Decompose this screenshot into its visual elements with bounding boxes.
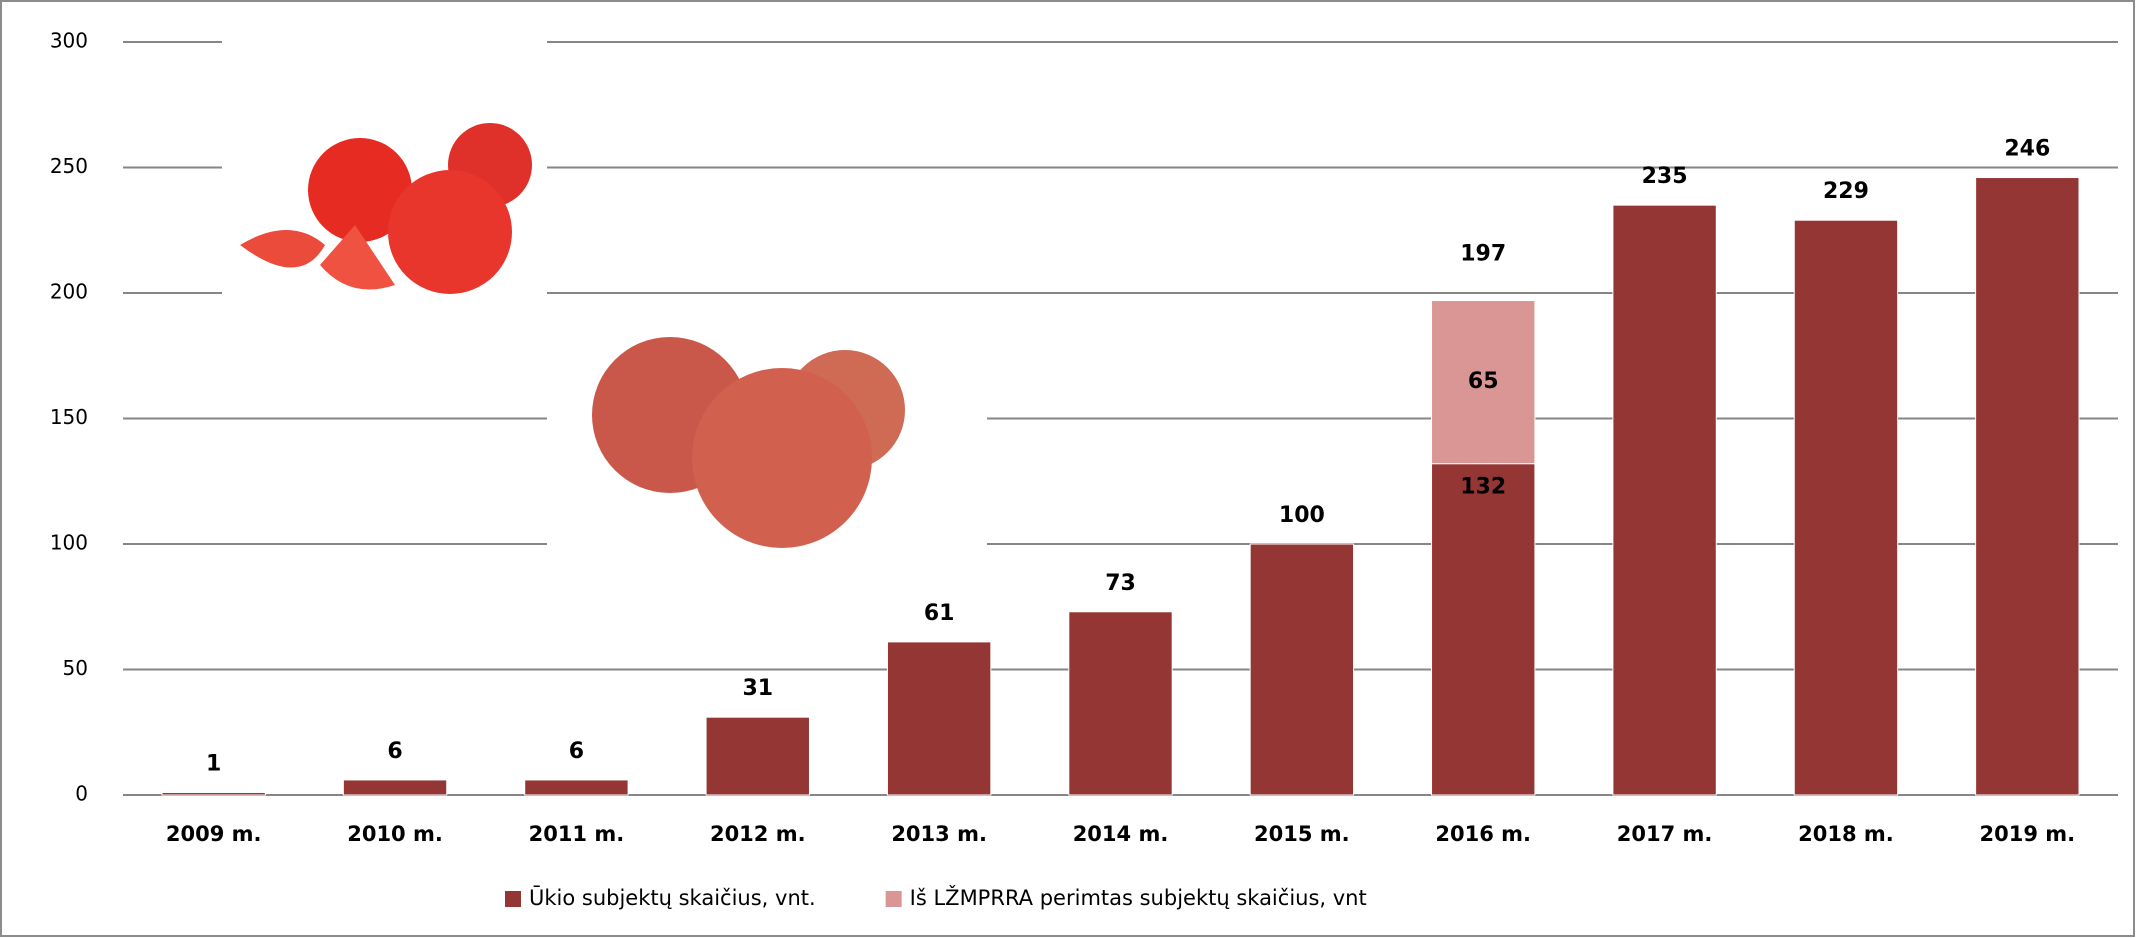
- y-tick-label: 200: [50, 280, 88, 304]
- y-tick-label: 0: [75, 782, 88, 806]
- y-tick-label: 150: [50, 405, 88, 429]
- x-tick-label: 2014 m.: [1073, 822, 1169, 846]
- x-tick-label: 2012 m.: [710, 822, 806, 846]
- bar-segment: [886, 641, 992, 796]
- data-label: 6: [569, 739, 584, 764]
- bar-segment: [1249, 543, 1355, 796]
- data-label: 1: [206, 751, 221, 776]
- legend-label: Ūkio subjektų skaičius, vnt.: [529, 885, 816, 910]
- data-label: 61: [924, 601, 955, 626]
- data-label: 31: [742, 676, 773, 701]
- bar-segment: [1068, 611, 1173, 796]
- bar-segment: [342, 779, 448, 796]
- data-label: 100: [1279, 503, 1325, 528]
- bar-segment: [161, 791, 266, 796]
- x-tick-label: 2011 m.: [529, 822, 625, 846]
- x-tick-label: 2013 m.: [891, 822, 987, 846]
- data-label: 246: [2004, 137, 2050, 162]
- total-label: 197: [1460, 242, 1506, 267]
- data-label: 6: [387, 739, 402, 764]
- legend-swatch: [885, 891, 902, 907]
- legend-label: Iš LŽMPRRA perimtas subjektų skaičius, v…: [910, 885, 1367, 910]
- bar-segment: [1793, 219, 1899, 796]
- decoration: [222, 40, 987, 570]
- tomato-slice: [320, 225, 395, 290]
- data-label: 235: [1642, 164, 1688, 189]
- data-label: 132: [1460, 475, 1506, 500]
- bar-segment: [1431, 300, 1536, 465]
- data-label: 229: [1823, 179, 1869, 204]
- x-tick-label: 2009 m.: [166, 822, 262, 846]
- x-tick-label: 2016 m.: [1435, 822, 1531, 846]
- x-tick-label: 2018 m.: [1798, 822, 1894, 846]
- marks: 2009 m. 1 2010 m. 6 2011 m. 6 2012 m. 31 2013 m.…: [161, 137, 2080, 910]
- y-tick-label: 100: [50, 531, 88, 555]
- bar-segment: [705, 716, 810, 796]
- bar-segment: [524, 779, 629, 796]
- y-tick-label: 300: [50, 29, 88, 53]
- x-tick-label: 2019 m.: [1980, 822, 2076, 846]
- data-label: 65: [1468, 369, 1499, 394]
- tomato: [388, 170, 512, 294]
- y-tick-label: 250: [50, 154, 88, 178]
- x-tick-label: 2010 m.: [347, 822, 443, 846]
- tomato: [308, 138, 412, 242]
- bar-segment: [1612, 204, 1717, 796]
- tomato-slice: [240, 230, 325, 268]
- data-label: 73: [1105, 571, 1136, 596]
- x-tick-label: 2015 m.: [1254, 822, 1350, 846]
- x-tick-label: 2017 m.: [1617, 822, 1713, 846]
- y-tick-label: 50: [63, 656, 88, 680]
- legend-swatch: [505, 891, 521, 907]
- bar-segment: [1431, 463, 1536, 796]
- bar-segment: [1975, 177, 2080, 796]
- apple: [692, 368, 872, 548]
